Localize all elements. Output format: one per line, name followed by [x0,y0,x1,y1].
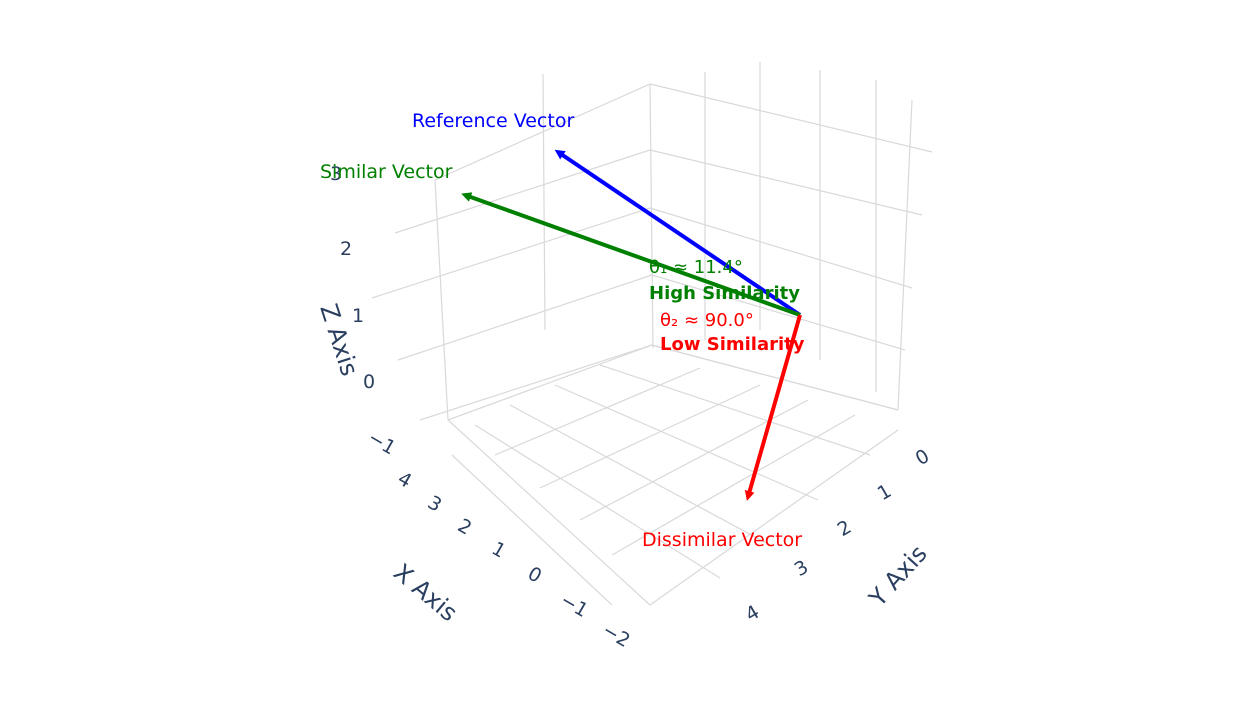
z-tick-label: 0 [363,371,375,393]
y-axis-title: Y Axis [863,540,933,613]
y-tick-label: 3 [791,556,812,581]
x-tick-label: 3 [424,491,445,516]
dissimilar-vector-label: Dissimilar Vector [642,529,802,551]
x-tick-label: 2 [454,514,475,539]
y-tick-label: 2 [834,516,855,541]
similarity-label-low: Low Similarity [660,334,805,355]
similar-vector-label: Similar Vector [320,161,453,183]
x-tick-label: 1 [488,537,509,562]
z-tick-label: 1 [352,305,364,327]
similar-vector [461,192,801,317]
x-tick-label: −1 [557,589,592,622]
x-tick-label: −2 [599,619,634,652]
x-axis-title: X Axis [388,558,463,627]
dissimilar-vector [744,314,802,501]
x-tick-label: 0 [524,562,545,587]
z-tick-label: −1 [364,426,399,459]
grid-lines [371,62,933,606]
similarity-label-high: High Similarity [649,283,800,304]
x-tick-label: 4 [394,467,415,492]
reference-vector [554,149,802,317]
x-ticks: 4 3 2 1 0 −1 −2 [394,467,634,652]
z-tick-label: 2 [340,238,352,260]
angle-annotation-high: θ₁ ≈ 11.4° [649,257,743,278]
y-tick-label: 0 [912,445,933,470]
z-tick-label: 3 [330,163,342,185]
y-tick-label: 1 [874,480,895,505]
reference-vector-label: Reference Vector [412,110,574,132]
y-tick-label: 4 [742,601,763,626]
angle-annotation-low: θ₂ ≈ 90.0° [660,310,754,331]
